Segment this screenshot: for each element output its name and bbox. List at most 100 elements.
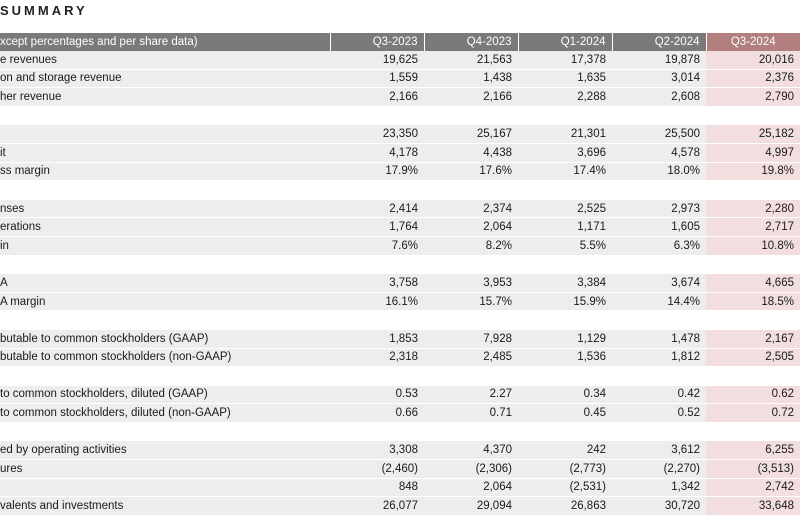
value-cell: 17,378 <box>518 51 612 70</box>
spacer-cell <box>424 422 518 442</box>
row-label: butable to common stockholders (GAAP) <box>0 329 330 349</box>
value-cell: 1,478 <box>612 329 706 349</box>
value-cell-highlighted: 19.8% <box>706 162 800 182</box>
spacer-cell <box>612 366 706 386</box>
spacer-cell <box>706 422 800 442</box>
value-cell-highlighted: 0.62 <box>706 385 800 405</box>
value-cell: 3,758 <box>330 273 424 293</box>
value-cell: 0.52 <box>612 403 706 423</box>
value-cell: 0.66 <box>330 403 424 423</box>
value-cell-highlighted: 0.72 <box>706 403 800 423</box>
value-cell: 4,370 <box>424 440 518 461</box>
value-cell: 3,953 <box>424 273 518 293</box>
group-spacer <box>0 255 800 275</box>
row-label: ures <box>0 459 330 479</box>
value-cell: (2,460) <box>330 459 424 479</box>
spacer-cell <box>612 310 706 330</box>
spacer-cell <box>706 310 800 330</box>
row-label <box>0 478 330 498</box>
value-cell: 242 <box>518 440 612 461</box>
spacer-cell <box>424 106 518 126</box>
value-cell: 7.6% <box>330 236 424 256</box>
value-cell: 3,384 <box>518 273 612 293</box>
spacer-cell <box>330 366 424 386</box>
row-label: to common stockholders, diluted (GAAP) <box>0 385 330 405</box>
table-row: nses 2,414 2,374 2,525 2,973 2,280 <box>0 199 800 219</box>
value-cell: 3,308 <box>330 440 424 461</box>
row-label: her revenue <box>0 87 330 107</box>
financial-summary-table: xcept percentages and per share data) Q3… <box>0 33 800 516</box>
value-cell: 1,635 <box>518 69 612 89</box>
group-spacer <box>0 422 800 442</box>
row-label: on and storage revenue <box>0 69 330 89</box>
value-cell: 2,525 <box>518 199 612 219</box>
row-label: ss margin <box>0 162 330 182</box>
spacer-cell <box>612 255 706 275</box>
spacer-cell <box>330 180 424 200</box>
column-header-highlighted: Q3-2024 <box>706 33 800 51</box>
value-cell: 1,342 <box>612 478 706 498</box>
group-spacer <box>0 366 800 386</box>
table-row: A margin 16.1% 15.7% 15.9% 14.4% 18.5% <box>0 292 800 312</box>
value-cell-highlighted: 4,665 <box>706 273 800 293</box>
spacer-cell <box>518 310 612 330</box>
value-cell-highlighted: (3,513) <box>706 459 800 479</box>
table-row: ures (2,460) (2,306) (2,773) (2,270) (3,513) <box>0 459 800 479</box>
value-cell: 1,129 <box>518 329 612 349</box>
spacer-cell <box>518 255 612 275</box>
row-label: ed by operating activities <box>0 440 330 461</box>
spacer-cell <box>706 366 800 386</box>
value-cell: 8.2% <box>424 236 518 256</box>
value-cell: 1,764 <box>330 217 424 237</box>
value-cell: 2,166 <box>424 87 518 107</box>
table-row: in 7.6% 8.2% 5.5% 6.3% 10.8% <box>0 236 800 256</box>
value-cell: 2.27 <box>424 385 518 405</box>
column-header: Q1-2024 <box>518 33 613 51</box>
value-cell: 1,536 <box>518 348 612 368</box>
value-cell: 17.9% <box>330 162 424 182</box>
value-cell: 0.71 <box>424 403 518 423</box>
spacer-cell <box>330 106 424 126</box>
spacer-cell <box>0 255 330 275</box>
table-row: 848 2,064 (2,531) 1,342 2,742 <box>0 478 800 498</box>
spacer-cell <box>706 180 800 200</box>
value-cell-highlighted: 2,742 <box>706 478 800 498</box>
value-cell: 0.34 <box>518 385 612 405</box>
value-cell: 5.5% <box>518 236 612 256</box>
value-cell: 25,500 <box>612 124 706 144</box>
row-label: A margin <box>0 292 330 312</box>
table-row: on and storage revenue 1,559 1,438 1,635 3,0… <box>0 69 800 89</box>
spacer-cell <box>424 366 518 386</box>
value-cell-highlighted: 2,505 <box>706 348 800 368</box>
value-cell: 1,171 <box>518 217 612 237</box>
row-label: it <box>0 143 330 163</box>
value-cell: 16.1% <box>330 292 424 312</box>
spacer-cell <box>330 310 424 330</box>
value-cell: 3,612 <box>612 440 706 461</box>
value-cell: 1,605 <box>612 217 706 237</box>
value-cell: 1,438 <box>424 69 518 89</box>
value-cell: 2,288 <box>518 87 612 107</box>
value-cell: 14.4% <box>612 292 706 312</box>
value-cell: 3,674 <box>612 273 706 293</box>
spacer-cell <box>0 366 330 386</box>
table-row: erations 1,764 2,064 1,171 1,605 2,717 <box>0 217 800 237</box>
spacer-cell <box>706 255 800 275</box>
value-cell: 17.4% <box>518 162 612 182</box>
row-label: A <box>0 273 330 293</box>
value-cell: 21,301 <box>518 124 612 144</box>
value-cell: 25,167 <box>424 124 518 144</box>
spacer-cell <box>612 422 706 442</box>
value-cell: 2,485 <box>424 348 518 368</box>
value-cell: 21,563 <box>424 51 518 70</box>
row-label: butable to common stockholders (non-GAAP… <box>0 348 330 368</box>
value-cell-highlighted: 2,790 <box>706 87 800 107</box>
value-cell: 0.53 <box>330 385 424 405</box>
row-label: e revenues <box>0 51 330 70</box>
table-row: to common stockholders, diluted (non-GAA… <box>0 403 800 423</box>
value-cell: 7,928 <box>424 329 518 349</box>
spacer-cell <box>612 106 706 126</box>
group-spacer <box>0 310 800 330</box>
value-cell: 18.0% <box>612 162 706 182</box>
column-header: Q4-2023 <box>424 33 519 51</box>
